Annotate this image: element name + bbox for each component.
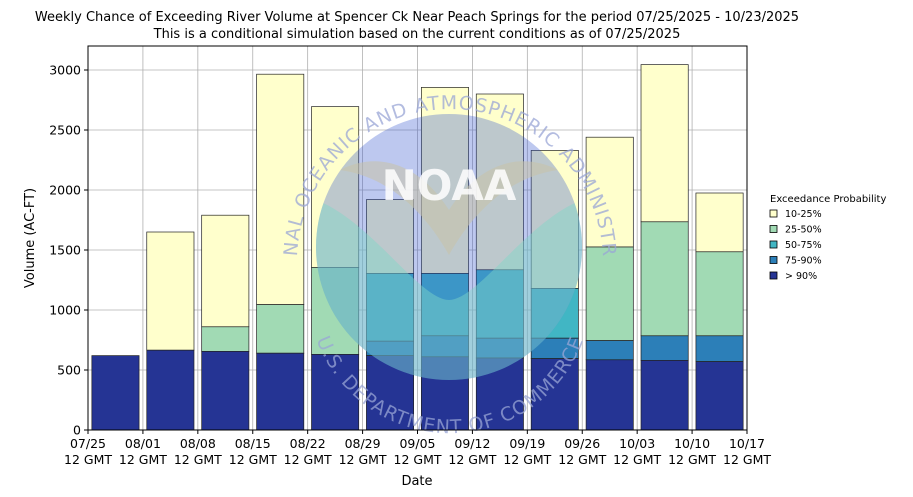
- x-tick-label-date: 10/10: [674, 436, 710, 451]
- y-tick-label: 500: [57, 363, 81, 378]
- bar-segment-gt-90: [91, 355, 140, 431]
- bar-segment-10-25: [146, 231, 195, 351]
- noaa-logo-text: NOAA: [382, 161, 517, 210]
- bar-segment-75-90: [640, 335, 689, 361]
- bar-segment-75-90: [695, 335, 744, 362]
- bar-segment-10-25: [585, 136, 634, 248]
- x-tick-label-time: 12 GMT: [448, 452, 496, 467]
- bar-segment-10-25: [640, 64, 689, 223]
- x-tick-label-time: 12 GMT: [284, 452, 332, 467]
- bar-segment-gt-90: [695, 361, 744, 431]
- bar-segment-50-75: [475, 269, 524, 339]
- bar-segment-gt-90: [366, 355, 415, 431]
- x-tick-label-date: 08/22: [290, 436, 326, 451]
- bar-segment-10-25: [311, 106, 360, 268]
- x-tick-label-time: 12 GMT: [339, 452, 387, 467]
- legend-label: 75-90%: [785, 256, 822, 267]
- x-tick-label-date: 08/01: [125, 436, 161, 451]
- bar-segment-75-90: [585, 340, 634, 361]
- x-tick-label-date: 08/15: [235, 436, 271, 451]
- x-tick-label-date: 10/17: [729, 436, 765, 451]
- y-axis: 0 500 1000 1500 2000 2500 3000: [49, 63, 88, 438]
- bar-segment-gt-90: [585, 359, 634, 431]
- legend-swatch: [769, 271, 778, 280]
- bar-segment-gt-90: [201, 351, 250, 431]
- bar-segment-50-75: [420, 273, 469, 337]
- bar-segment-10-25: [366, 199, 415, 274]
- y-axis-label: Volume (AC-FT): [23, 188, 38, 288]
- bar-segment-gt-90: [420, 356, 469, 431]
- legend-swatch: [769, 225, 778, 233]
- legend-title: Exceedance Probability: [770, 194, 886, 205]
- x-tick-label-time: 12 GMT: [558, 452, 606, 467]
- x-tick-label-time: 12 GMT: [394, 452, 442, 467]
- x-tick-label-date: 09/12: [454, 436, 490, 451]
- x-tick-label-time: 12 GMT: [229, 452, 277, 467]
- y-tick-label: 1500: [49, 243, 81, 258]
- x-tick-label-date: 09/19: [509, 436, 545, 451]
- x-tick-label-time: 12 GMT: [119, 452, 167, 467]
- legend: Exceedance Probability 10-25% 25-50% 50-75…: [769, 194, 886, 282]
- x-tick-label-date: 08/29: [345, 436, 381, 451]
- bar-segment-gt-90: [475, 357, 524, 431]
- y-tick-label: 2000: [49, 183, 81, 198]
- bar-segment-10-25: [201, 214, 250, 328]
- bar-segment-25-50: [311, 267, 360, 355]
- y-tick-label: 1000: [49, 303, 81, 318]
- bar-segment-gt-90: [311, 354, 360, 431]
- legend-label: > 90%: [785, 271, 817, 282]
- x-tick-label-time: 12 GMT: [613, 452, 661, 467]
- x-tick-label-time: 12 GMT: [503, 452, 551, 467]
- bar-segment-gt-90: [530, 358, 579, 431]
- x-tick-label-date: 07/25: [70, 436, 106, 451]
- bar-segment-10-25: [256, 73, 305, 305]
- x-axis-label: Date: [401, 474, 432, 489]
- bar-segment-gt-90: [256, 352, 305, 431]
- x-tick-label-date: 08/08: [180, 436, 216, 451]
- x-tick-label-time: 12 GMT: [668, 452, 716, 467]
- bar-segment-gt-90: [640, 360, 689, 431]
- chart-subtitle: This is a conditional simulation based o…: [153, 27, 681, 42]
- legend-swatch: [769, 256, 778, 264]
- x-tick-label-date: 09/05: [399, 436, 435, 451]
- x-tick-label-time: 12 GMT: [174, 452, 222, 467]
- x-tick-label-time: 12 GMT: [723, 452, 771, 467]
- x-tick-label-date: 10/03: [619, 436, 655, 451]
- x-tick-label-date: 09/26: [564, 436, 600, 451]
- legend-label: 50-75%: [785, 240, 822, 251]
- chart-title: Weekly Chance of Exceeding River Volume …: [35, 10, 799, 25]
- y-tick-label: 0: [73, 423, 81, 438]
- bar-segment-25-50: [640, 221, 689, 337]
- legend-label: 25-50%: [785, 225, 822, 236]
- bar-segment-25-50: [256, 304, 305, 354]
- bar-segment-25-50: [585, 246, 634, 341]
- y-tick-label: 2500: [49, 123, 81, 138]
- bar-segment-gt-90: [146, 349, 195, 431]
- noaa-gull-icon: [316, 161, 582, 380]
- bar-segment-10-25: [695, 192, 744, 253]
- x-tick-label-time: 12 GMT: [64, 452, 112, 467]
- legend-swatch: [769, 240, 778, 249]
- y-tick-label: 3000: [49, 63, 81, 78]
- legend-swatch: [769, 209, 778, 218]
- legend-label: 10-25%: [785, 209, 822, 220]
- bar-segment-25-50: [201, 326, 250, 352]
- bar-segment-25-50: [695, 251, 744, 337]
